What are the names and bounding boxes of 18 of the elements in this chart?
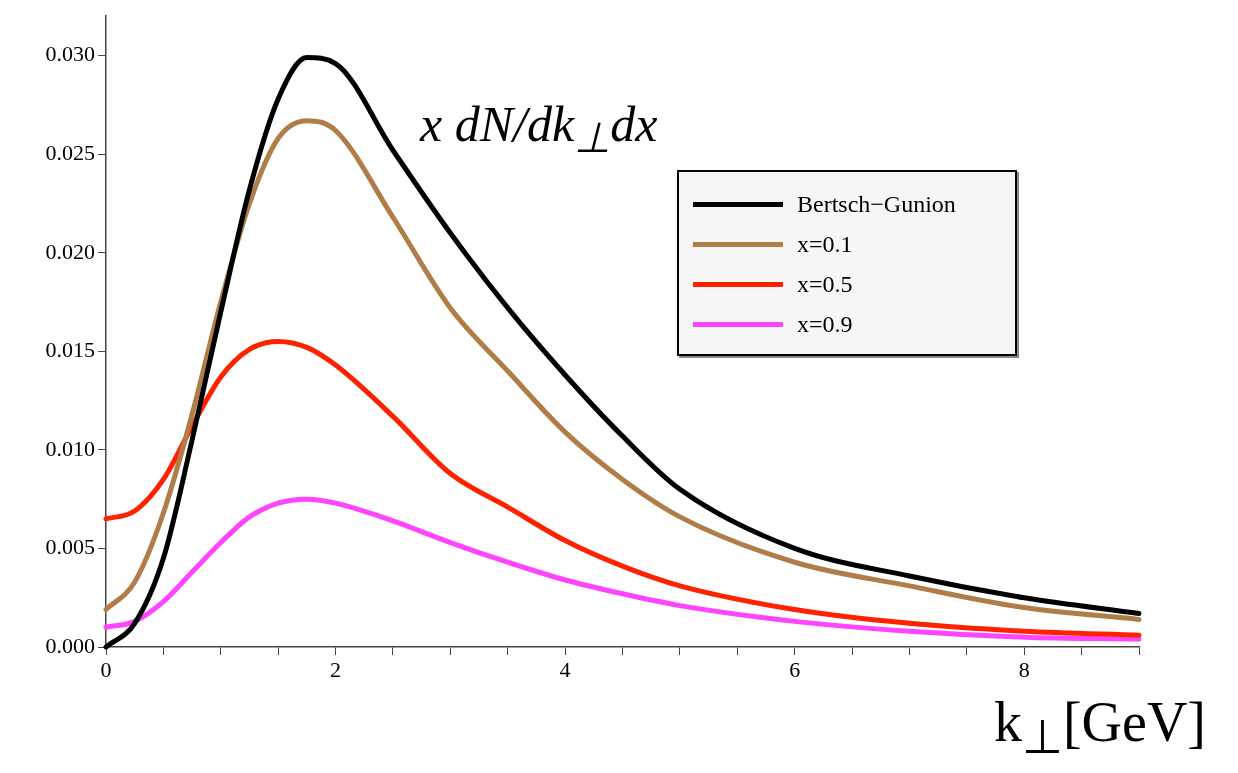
x-tick-label: 6 bbox=[789, 656, 801, 682]
y-tick-label: 0.005 bbox=[45, 534, 95, 560]
y-tick-label: 0.000 bbox=[45, 632, 95, 658]
legend-label: x=0.1 bbox=[797, 230, 853, 258]
y-tick-label: 0.030 bbox=[45, 41, 95, 67]
x-tick-label: 4 bbox=[559, 656, 571, 682]
x-tick-label: 8 bbox=[1018, 656, 1030, 682]
text: x dN/dk$_{⊥}$dx bbox=[420, 95, 658, 162]
y-tick-label: 0.015 bbox=[45, 337, 95, 363]
legend-label: Bertsch−Gunion bbox=[797, 190, 956, 218]
x-tick-label: 2 bbox=[330, 656, 342, 682]
legend-label: x=0.9 bbox=[797, 310, 853, 338]
x-tick-label: 0 bbox=[100, 656, 112, 682]
y-tick-label: 0.020 bbox=[45, 238, 95, 264]
x-axis-title: k$_{⊥}$[GeV] bbox=[993, 690, 1206, 765]
y-tick-label: 0.010 bbox=[45, 435, 95, 461]
legend-label: x=0.5 bbox=[797, 270, 853, 298]
y-tick-label: 0.025 bbox=[45, 139, 95, 165]
